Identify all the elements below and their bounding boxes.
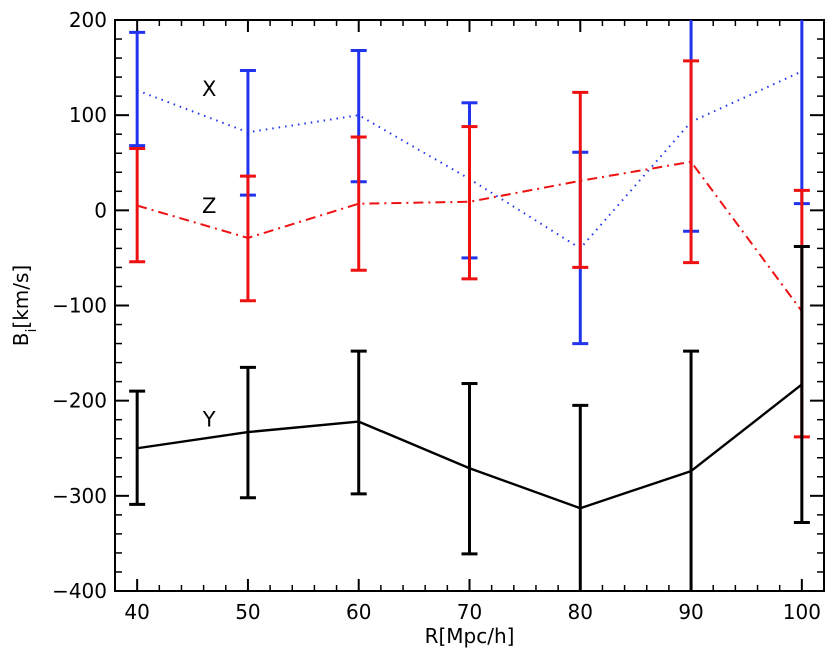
- axis-labels: 40 50 60 70 80 90 100 −400 −300 −200 −100 0 100 200: [52, 8, 821, 624]
- x-tick-label: 40: [124, 600, 149, 624]
- x-tick-label: 100: [783, 600, 821, 624]
- y-axis-title-subscript: i: [24, 329, 40, 333]
- y-tick-label: −100: [52, 294, 107, 318]
- series-z-label: Z: [202, 194, 216, 218]
- y-tick-label: −300: [52, 484, 107, 508]
- y-tick-label: −400: [52, 579, 107, 603]
- series-y-label: Y: [202, 407, 216, 431]
- y-axis-title-suffix: [km/s]: [9, 265, 33, 329]
- x-axis-title: R[Mpc/h]: [425, 624, 515, 648]
- y-tick-label: 200: [69, 8, 107, 32]
- series-labels: X Z Y: [202, 77, 217, 431]
- x-tick-label: 50: [235, 600, 260, 624]
- x-tick-label: 60: [346, 600, 371, 624]
- y-tick-label: 100: [69, 103, 107, 127]
- x-tick-label: 80: [568, 600, 593, 624]
- y-tick-label: −200: [52, 389, 107, 413]
- x-tick-label: 90: [678, 600, 703, 624]
- series-x-label: X: [202, 77, 216, 101]
- series-layer: [129, 20, 810, 591]
- y-axis-title-base: B: [9, 332, 33, 346]
- y-tick-label: 0: [94, 198, 107, 222]
- y-axis-title: Bi[km/s]: [9, 265, 40, 346]
- x-tick-label: 70: [457, 600, 482, 624]
